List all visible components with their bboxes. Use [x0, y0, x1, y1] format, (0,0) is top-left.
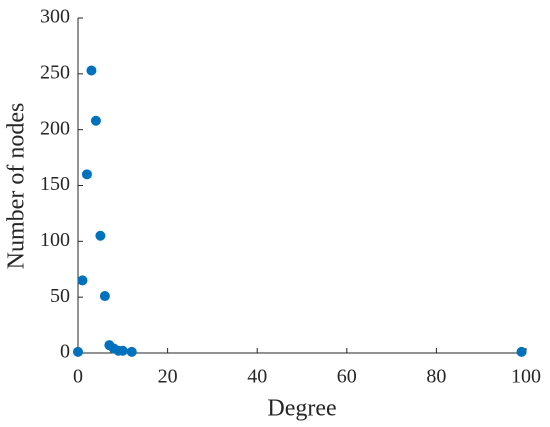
x-tick-label: 60: [337, 366, 357, 388]
x-tick-label: 80: [426, 366, 446, 388]
y-tick-label: 150: [40, 173, 70, 195]
point: [95, 230, 106, 241]
point: [117, 345, 128, 356]
y-axis-title: Number of nodes: [4, 103, 30, 270]
y-tick-label: 100: [40, 229, 70, 251]
point: [73, 346, 83, 357]
x-tick-label: 0: [73, 366, 83, 388]
point: [86, 65, 97, 76]
point: [90, 115, 101, 126]
point: [516, 346, 527, 357]
x-tick-label: 20: [158, 366, 178, 388]
y-tick-label: 300: [40, 6, 70, 28]
point: [77, 275, 88, 286]
point: [126, 346, 137, 357]
y-tick-label: 50: [50, 285, 70, 307]
x-tick-label: 100: [511, 366, 541, 388]
x-tick-label: 40: [247, 366, 267, 388]
x-axis-title: Degree: [267, 396, 336, 422]
point: [99, 291, 110, 302]
point: [81, 169, 92, 180]
y-tick-label: 200: [40, 117, 70, 139]
y-tick-label: 0: [60, 341, 70, 363]
y-tick-label: 250: [40, 61, 70, 83]
